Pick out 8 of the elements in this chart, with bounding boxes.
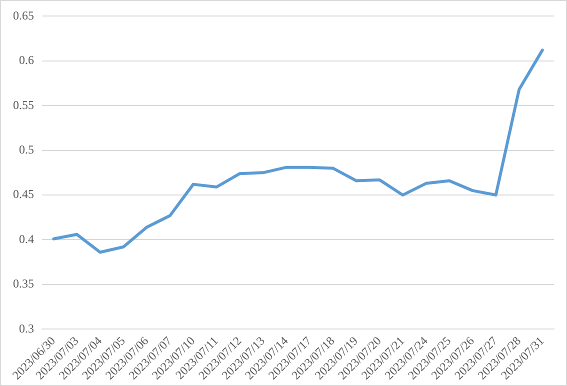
y-tick-label: 0.65 [13, 8, 34, 22]
y-tick-label: 0.3 [19, 321, 34, 336]
y-tick-label: 0.4 [19, 232, 34, 246]
y-tick-label: 0.55 [13, 98, 34, 112]
y-tick-label: 0.6 [19, 53, 34, 68]
y-tick-label: 0.45 [13, 187, 34, 202]
y-tick-label: 0.5 [19, 142, 34, 156]
y-tick-label: 0.35 [13, 276, 34, 291]
